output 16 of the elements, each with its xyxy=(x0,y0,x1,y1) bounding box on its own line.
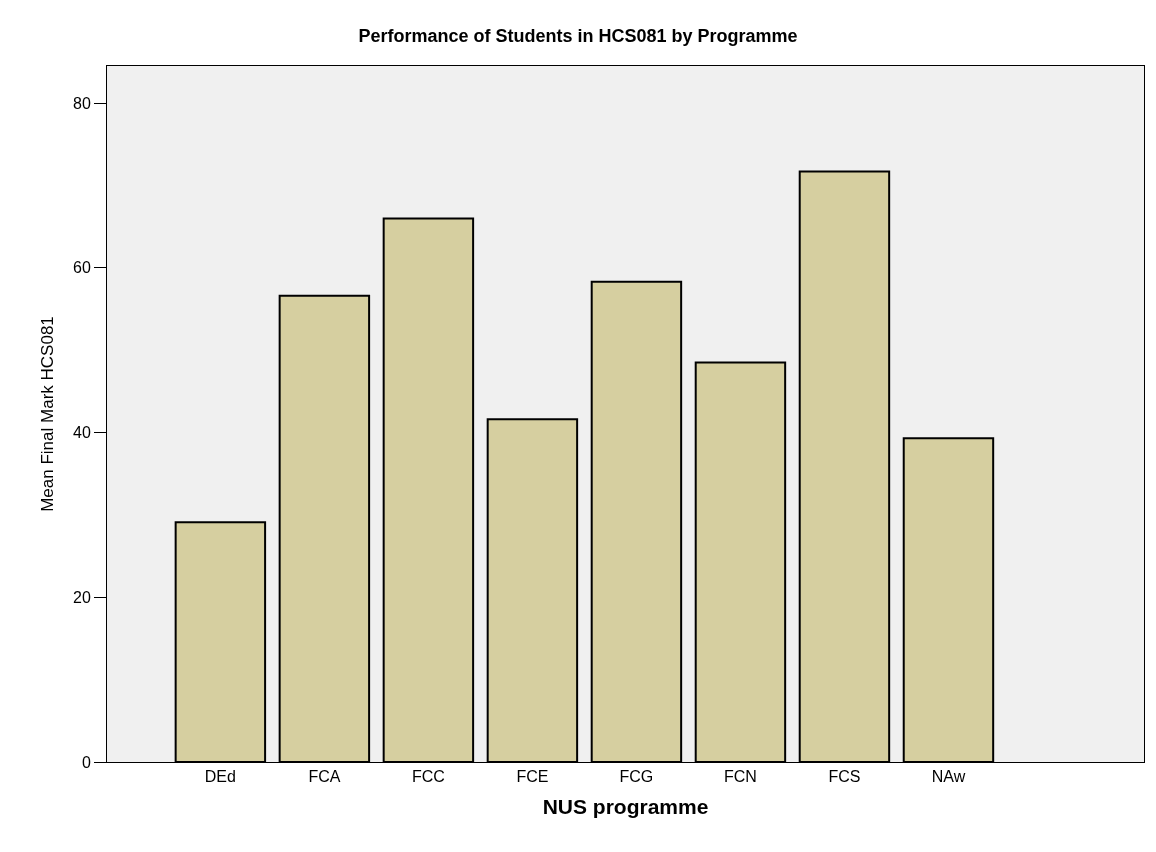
x-tick-label: FCG xyxy=(619,768,654,786)
y-tick-label: 40 xyxy=(73,424,91,442)
y-tick-label: 80 xyxy=(73,94,91,112)
x-tick-label: FCC xyxy=(411,768,445,786)
x-tick-label: DEd xyxy=(204,768,236,786)
y-tick-label: 0 xyxy=(81,753,91,771)
y-tick-label: 60 xyxy=(73,259,91,277)
x-tick-label: FCN xyxy=(723,768,757,786)
x-tick-label: FCA xyxy=(308,768,341,786)
x-tick-label: FCE xyxy=(516,768,549,786)
x-tick-label: FCS xyxy=(828,768,861,786)
x-tick-label: NAw xyxy=(931,768,966,786)
x-axis-title: NUS programme xyxy=(542,795,709,819)
y-axis-title: Mean Final Mark HCS081 xyxy=(37,316,57,512)
y-tick-label: 20 xyxy=(73,588,91,606)
chart-title: Performance of Students in HCS081 by Programme xyxy=(358,26,798,47)
